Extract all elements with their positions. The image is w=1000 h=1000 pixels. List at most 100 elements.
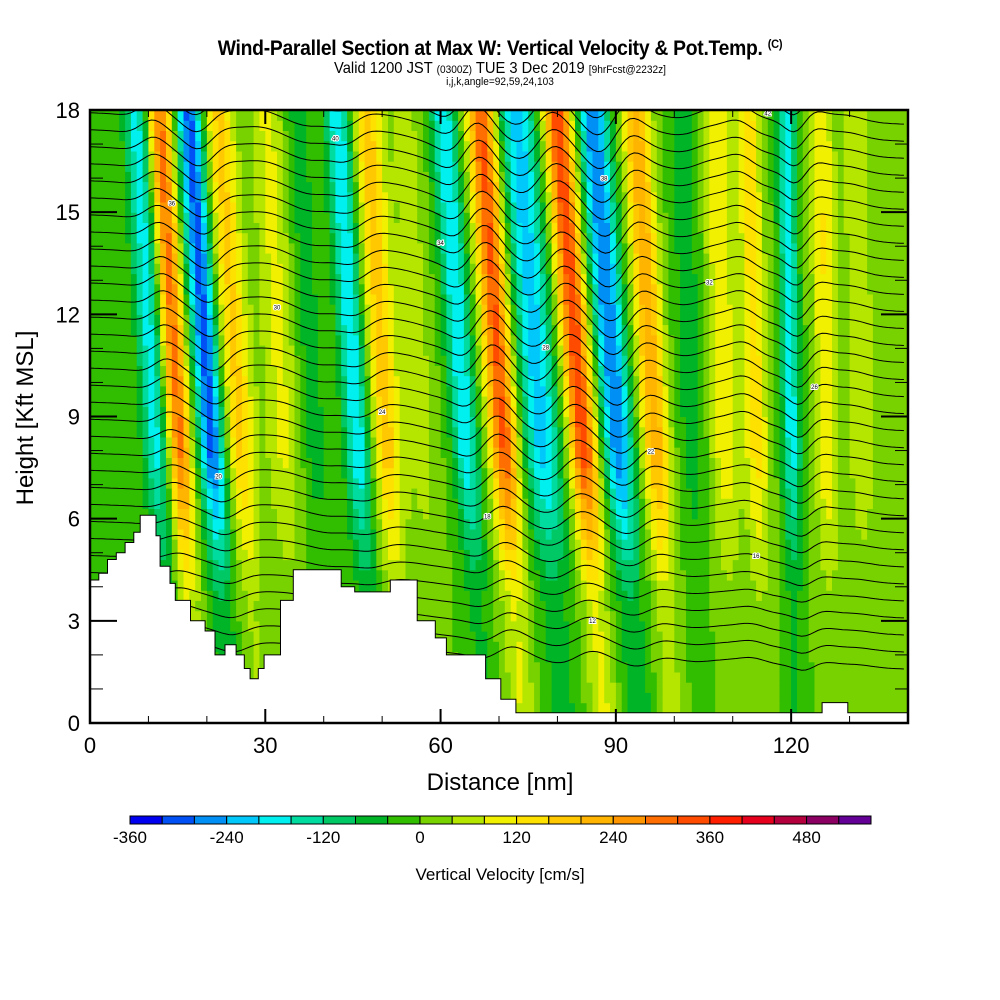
velocity-cell	[510, 569, 518, 581]
velocity-cell	[440, 191, 453, 203]
velocity-cell	[160, 375, 167, 387]
velocity-cell	[487, 436, 494, 448]
velocity-cell	[253, 549, 260, 561]
velocity-cell	[277, 396, 290, 407]
velocity-cell	[347, 212, 354, 223]
velocity-cell	[808, 549, 821, 561]
velocity-cell	[551, 212, 558, 223]
velocity-cell	[744, 426, 751, 438]
velocity-cell	[545, 253, 553, 264]
velocity-cell	[452, 161, 459, 172]
velocity-cell	[294, 130, 307, 142]
velocity-cell	[557, 202, 564, 213]
velocity-cell	[639, 518, 646, 530]
velocity-cell	[575, 569, 582, 581]
velocity-cell	[779, 150, 786, 162]
velocity-cell	[767, 580, 781, 591]
velocity-cell	[177, 508, 190, 520]
velocity-cell	[627, 161, 634, 172]
velocity-cell	[516, 518, 523, 530]
velocity-cell	[674, 355, 681, 366]
velocity-cell	[621, 263, 629, 275]
velocity-cell	[539, 671, 553, 683]
velocity-cell	[697, 396, 705, 407]
velocity-cell	[288, 242, 296, 254]
velocity-cell	[645, 651, 652, 663]
velocity-cell	[645, 528, 652, 540]
velocity-cell	[621, 273, 629, 285]
velocity-cell	[832, 580, 908, 591]
velocity-cell	[201, 150, 208, 162]
velocity-cell	[463, 498, 477, 509]
velocity-cell	[440, 334, 447, 346]
velocity-cell	[797, 590, 810, 601]
velocity-cell	[475, 242, 482, 254]
velocity-cell	[849, 406, 874, 418]
velocity-cell	[592, 467, 599, 479]
velocity-cell	[212, 528, 220, 540]
velocity-cell	[545, 365, 553, 377]
velocity-cell	[645, 181, 652, 193]
velocity-cell	[393, 365, 430, 377]
velocity-cell	[551, 416, 558, 428]
velocity-cell	[797, 661, 816, 673]
velocity-cell	[545, 242, 553, 254]
velocity-cell	[446, 426, 453, 438]
velocity-cell	[797, 304, 804, 315]
velocity-cell	[493, 528, 500, 540]
velocity-cell	[563, 293, 570, 305]
velocity-cell	[475, 293, 482, 305]
velocity-cell	[206, 385, 214, 397]
velocity-cell	[475, 436, 482, 448]
velocity-cell	[510, 110, 523, 121]
velocity-cell	[218, 130, 225, 142]
velocity-cell	[236, 345, 243, 356]
velocity-cell	[148, 212, 155, 223]
velocity-cell	[621, 436, 629, 448]
velocity-cell	[352, 171, 360, 183]
velocity-cell	[201, 253, 208, 264]
velocity-cell	[779, 416, 786, 428]
velocity-cell	[218, 508, 225, 520]
velocity-cell	[522, 426, 529, 438]
velocity-cell	[458, 161, 465, 172]
velocity-cell	[428, 396, 442, 407]
velocity-cell	[522, 457, 529, 469]
velocity-cell	[253, 314, 260, 326]
velocity-cell	[516, 171, 529, 183]
velocity-cell	[785, 222, 792, 234]
velocity-cell	[236, 140, 255, 152]
velocity-cell	[499, 416, 506, 428]
velocity-cell	[656, 232, 664, 244]
velocity-cell	[534, 600, 547, 612]
velocity-cell	[715, 385, 734, 397]
velocity-cell	[820, 416, 833, 428]
velocity-cell	[452, 559, 465, 571]
velocity-cell	[639, 212, 646, 223]
velocity-cell	[253, 467, 260, 479]
velocity-cell	[487, 161, 494, 172]
velocity-cell	[650, 539, 658, 550]
velocity-cell	[463, 569, 488, 581]
velocity-cell	[382, 559, 407, 571]
velocity-cell	[656, 324, 664, 336]
velocity-cell	[522, 569, 529, 581]
velocity-cell	[668, 436, 675, 448]
velocity-cell	[773, 293, 780, 305]
velocity-cell	[376, 406, 383, 418]
velocity-cell	[206, 304, 214, 315]
velocity-cell	[598, 120, 605, 131]
velocity-cell	[575, 273, 582, 285]
velocity-cell	[300, 324, 319, 336]
velocity-cell	[142, 498, 149, 509]
velocity-cell	[639, 293, 652, 305]
velocity-cell	[545, 283, 553, 295]
velocity-cell	[709, 253, 728, 264]
velocity-cell	[534, 426, 547, 438]
velocity-cell	[306, 447, 325, 458]
velocity-cell	[382, 273, 389, 285]
velocity-cell	[218, 314, 225, 326]
velocity-cell	[493, 488, 500, 499]
velocity-cell	[797, 539, 804, 550]
velocity-cell	[586, 232, 593, 244]
